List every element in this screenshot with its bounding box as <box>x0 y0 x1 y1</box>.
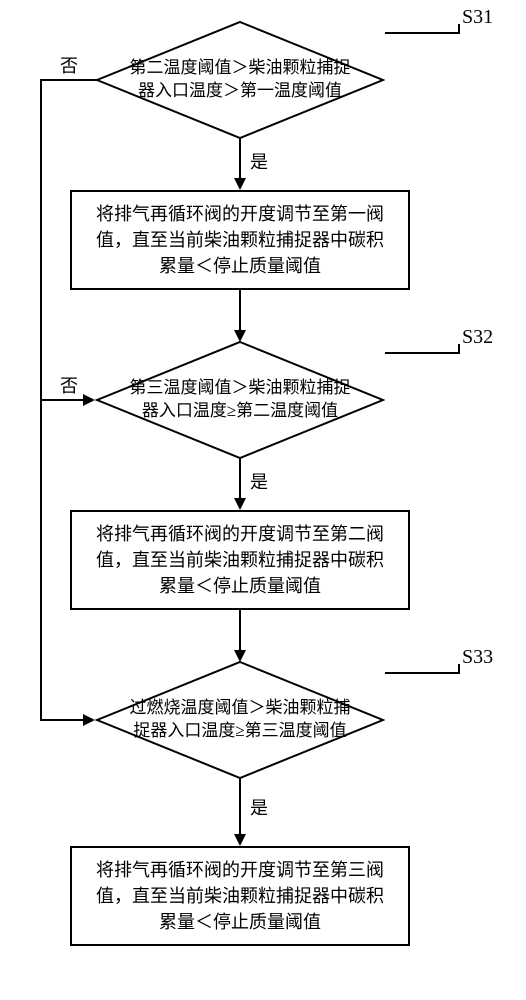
no2-h-bot <box>40 719 85 721</box>
yes-label-2: 是 <box>250 468 268 494</box>
decision-1: 第二温度阈值＞柴油颗粒捕捉 器入口温度＞第一温度阈值 <box>95 20 385 140</box>
process-3: 将排气再循环阀的开度调节至第三阀 值，直至当前柴油颗粒捕捉器中碳积 累量＜停止质… <box>70 846 410 946</box>
no2-arrow-head <box>83 714 95 726</box>
no2-v <box>40 399 42 721</box>
process-1: 将排气再循环阀的开度调节至第一阀 值，直至当前柴油颗粒捕捉器中碳积 累量＜停止质… <box>70 190 410 290</box>
no-label-1: 否 <box>60 52 78 78</box>
process-3-line1: 将排气再循环阀的开度调节至第三阀 <box>96 860 384 880</box>
decision-1-line1: 第二温度阈值＞柴油颗粒捕捉 <box>130 58 351 77</box>
no1-h-top <box>40 79 97 81</box>
decision-3-line1: 过燃烧温度阈值＞柴油颗粒捕 <box>130 698 351 717</box>
process-1-line3: 累量＜停止质量阈值 <box>159 256 321 276</box>
arrow-r1-d2 <box>239 290 241 332</box>
decision-2: 第三温度阈值＞柴油颗粒捕捉 器入口温度≥第二温度阈值 <box>95 340 385 460</box>
step-label-s33: S33 <box>462 646 493 669</box>
yes-label-3: 是 <box>250 794 268 820</box>
process-2-line3: 累量＜停止质量阈值 <box>159 576 321 596</box>
arrow-d3-r3 <box>239 778 241 836</box>
arrow-r2-d3 <box>239 610 241 652</box>
yes-label-1: 是 <box>250 148 268 174</box>
step-label-s31: S31 <box>462 6 493 29</box>
arrow-d2-r2 <box>239 458 241 500</box>
no1-h-bot <box>40 399 85 401</box>
decision-2-line1: 第三温度阈值＞柴油颗粒捕捉 <box>130 378 351 397</box>
connector-s32-v <box>458 344 460 354</box>
process-2-line2: 值，直至当前柴油颗粒捕捉器中碳积 <box>96 550 384 570</box>
arrow-head-d3-r3 <box>234 834 246 846</box>
process-3-line2: 值，直至当前柴油颗粒捕捉器中碳积 <box>96 886 384 906</box>
connector-s31-h <box>385 32 460 34</box>
decision-1-line2: 器入口温度＞第一温度阈值 <box>138 81 342 100</box>
process-2-line1: 将排气再循环阀的开度调节至第二阀 <box>96 524 384 544</box>
process-3-line3: 累量＜停止质量阈值 <box>159 912 321 932</box>
connector-s33-v <box>458 664 460 674</box>
flowchart-canvas: 第二温度阈值＞柴油颗粒捕捉 器入口温度＞第一温度阈值 S31 否 是 将排气再循… <box>0 0 526 1000</box>
no1-v <box>40 79 42 401</box>
no-label-2: 否 <box>60 372 78 398</box>
arrow-head-d1-r1 <box>234 178 246 190</box>
arrow-head-d2-r2 <box>234 498 246 510</box>
decision-3-line2: 捉器入口温度≥第三温度阈值 <box>133 721 346 740</box>
step-label-s32: S32 <box>462 326 493 349</box>
decision-2-line2: 器入口温度≥第二温度阈值 <box>142 401 338 420</box>
connector-s31-v <box>458 24 460 34</box>
process-1-line1: 将排气再循环阀的开度调节至第一阀 <box>96 204 384 224</box>
connector-s32-h <box>385 352 460 354</box>
process-2: 将排气再循环阀的开度调节至第二阀 值，直至当前柴油颗粒捕捉器中碳积 累量＜停止质… <box>70 510 410 610</box>
no1-arrow-head <box>83 394 95 406</box>
decision-3: 过燃烧温度阈值＞柴油颗粒捕 捉器入口温度≥第三温度阈值 <box>95 660 385 780</box>
arrow-d1-r1 <box>239 138 241 180</box>
process-1-line2: 值，直至当前柴油颗粒捕捉器中碳积 <box>96 230 384 250</box>
connector-s33-h <box>385 672 460 674</box>
